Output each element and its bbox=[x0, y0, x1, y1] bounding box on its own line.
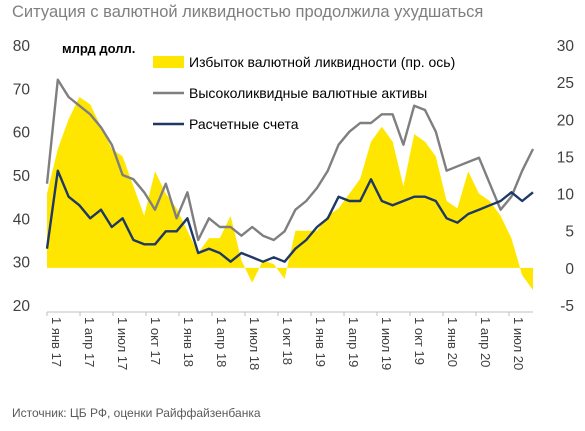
line-series-0 bbox=[45, 78, 535, 242]
x-tick-label: 1 янв 17 bbox=[49, 317, 64, 367]
right-tick-label: 20 bbox=[557, 112, 575, 129]
x-tick-label: 1 янв 20 bbox=[445, 317, 460, 367]
left-tick-label: 80 bbox=[13, 38, 31, 55]
axis-layer: 20 30 40 50 60 70 80 -5 0 5 10 15 20 25 30 1 янв 17 1 ап… bbox=[13, 38, 575, 370]
x-tick-label: 1 июл 18 bbox=[247, 317, 262, 370]
right-tick-label: 0 bbox=[565, 261, 574, 278]
left-tick-label: 50 bbox=[13, 168, 31, 185]
area-series-0 bbox=[47, 97, 533, 291]
right-tick-label: 15 bbox=[557, 149, 574, 166]
right-tick-label: 25 bbox=[557, 75, 574, 92]
x-tick-label: 1 окт 19 bbox=[412, 317, 427, 365]
x-tick-label: 1 июл 20 bbox=[511, 317, 526, 370]
legend-label: Расчетные счета bbox=[189, 116, 299, 132]
x-tick-label: 1 июл 19 bbox=[379, 317, 394, 370]
right-tick-label: 30 bbox=[557, 38, 575, 55]
legend: Избыток валютной ликвидности (пр. ось) Вы… bbox=[153, 54, 455, 132]
x-tick-label: 1 июл 17 bbox=[115, 317, 130, 370]
right-tick-label: 5 bbox=[565, 224, 574, 241]
right-tick-label: 10 bbox=[557, 187, 575, 204]
left-tick-label: 60 bbox=[13, 125, 31, 142]
x-tick-label: 1 янв 18 bbox=[181, 317, 196, 367]
unit-label: млрд долл. bbox=[62, 41, 135, 56]
x-tick-label: 1 окт 18 bbox=[280, 317, 295, 365]
x-tick-label: 1 апр 18 bbox=[214, 317, 229, 367]
x-tick-label: 1 апр 19 bbox=[346, 317, 361, 367]
x-tick-label: 1 янв 19 bbox=[313, 317, 328, 367]
legend-swatch bbox=[153, 56, 184, 68]
x-tick-label: 1 апр 20 bbox=[478, 317, 493, 367]
line-series-1 bbox=[45, 169, 534, 263]
left-tick-label: 20 bbox=[13, 298, 31, 315]
x-tick-label: 1 окт 17 bbox=[148, 317, 163, 365]
left-tick-label: 40 bbox=[13, 211, 31, 228]
legend-label: Избыток валютной ликвидности (пр. ось) bbox=[189, 54, 455, 70]
right-tick-label: -5 bbox=[560, 298, 574, 315]
chart-source: Источник: ЦБ РФ, оценки Райффайзенбанка bbox=[12, 406, 261, 420]
legend-label: Высоколиквидные валютные активы bbox=[189, 85, 427, 101]
x-tick-label: 1 апр 17 bbox=[82, 317, 97, 367]
chart-title: Ситуация с валютной ликвидностью продолж… bbox=[12, 3, 484, 21]
left-tick-label: 30 bbox=[13, 255, 31, 272]
area-layer bbox=[47, 97, 533, 291]
left-tick-label: 70 bbox=[13, 81, 31, 98]
line-layer bbox=[45, 78, 535, 263]
